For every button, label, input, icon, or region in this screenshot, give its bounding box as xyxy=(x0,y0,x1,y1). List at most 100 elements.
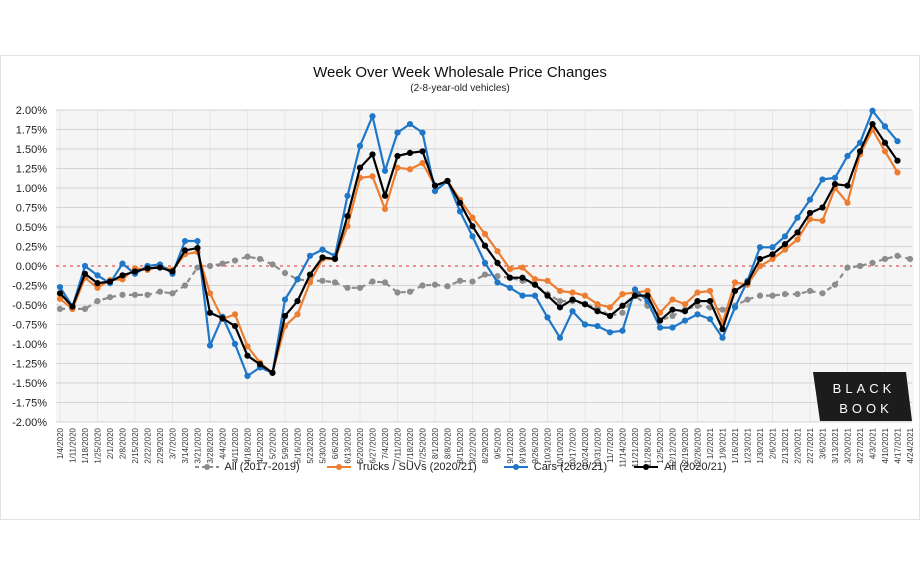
data-point xyxy=(394,152,401,160)
data-point xyxy=(606,304,614,311)
legend-label: All (2020/21) xyxy=(664,461,727,473)
data-point xyxy=(356,284,364,291)
data-point xyxy=(81,270,89,277)
data-point xyxy=(844,264,851,271)
data-point xyxy=(444,283,451,290)
x-axis-ticks: 1/4/2020 1/11/2020 1/18/2020 1/25/2020 2/1/2… xyxy=(56,427,915,468)
x-tick-label: 10/10/2020 xyxy=(556,427,565,468)
data-point xyxy=(506,266,514,273)
data-point xyxy=(169,290,176,297)
data-point xyxy=(294,298,301,305)
x-tick-label: 6/20/2020 xyxy=(356,427,365,463)
data-point xyxy=(781,241,789,248)
data-point xyxy=(844,199,851,206)
data-point xyxy=(544,277,551,284)
data-point xyxy=(319,277,326,284)
y-tick-label: 0.00% xyxy=(16,261,47,273)
data-point xyxy=(606,312,614,320)
data-point xyxy=(269,369,276,376)
data-point xyxy=(206,309,214,316)
data-point xyxy=(344,284,351,291)
x-tick-label: 1/18/2020 xyxy=(81,427,90,463)
y-tick-label: 1.50% xyxy=(16,144,47,156)
data-point xyxy=(844,182,851,189)
data-point xyxy=(369,151,376,158)
data-point xyxy=(581,321,589,328)
data-point xyxy=(481,271,489,278)
data-point xyxy=(669,306,676,313)
data-point xyxy=(331,279,339,286)
x-tick-label: 6/6/2020 xyxy=(331,427,340,459)
data-point xyxy=(56,283,64,291)
y-tick-label: 1.75% xyxy=(16,125,47,137)
y-tick-label: 0.25% xyxy=(16,242,47,254)
data-point xyxy=(544,314,551,321)
data-point xyxy=(656,324,664,331)
data-point xyxy=(394,129,401,136)
data-point xyxy=(794,236,801,243)
x-tick-label: 11/7/2020 xyxy=(606,427,615,463)
data-point xyxy=(806,209,814,217)
x-tick-label: 1/11/2020 xyxy=(69,427,78,463)
x-tick-label: 9/12/2020 xyxy=(506,427,515,463)
data-point xyxy=(231,257,239,264)
x-tick-label: 10/31/2020 xyxy=(594,427,603,468)
data-point xyxy=(456,208,464,215)
data-point xyxy=(731,304,739,311)
data-point xyxy=(119,260,126,267)
x-tick-label: 11/28/2020 xyxy=(644,427,653,467)
data-point xyxy=(194,237,201,245)
x-tick-label: 5/30/2020 xyxy=(319,427,328,463)
data-point xyxy=(581,292,589,299)
data-point xyxy=(256,255,264,263)
y-tick-label: -0.25% xyxy=(12,281,47,293)
data-point xyxy=(744,296,751,303)
x-tick-label: 11/21/2020 xyxy=(631,427,640,467)
data-point xyxy=(269,261,276,268)
data-point xyxy=(231,311,239,318)
data-point xyxy=(569,296,576,303)
x-tick-label: 9/5/2020 xyxy=(494,427,503,459)
data-point xyxy=(569,308,576,315)
legend-swatch xyxy=(634,464,659,470)
data-point xyxy=(119,272,126,279)
x-tick-label: 12/19/2020 xyxy=(681,427,690,468)
x-tick-label: 4/18/2020 xyxy=(244,427,253,463)
x-tick-label: 4/24/2021 xyxy=(906,427,915,463)
data-point xyxy=(581,301,589,308)
data-point xyxy=(469,223,476,230)
x-tick-label: 3/14/2020 xyxy=(181,427,190,463)
data-point xyxy=(719,326,726,333)
data-point xyxy=(594,308,601,315)
data-point xyxy=(756,244,764,251)
data-point xyxy=(681,308,689,315)
data-point xyxy=(81,305,89,312)
data-point xyxy=(231,340,239,348)
y-tick-label: 0.50% xyxy=(16,222,47,234)
data-point xyxy=(244,372,251,380)
data-point xyxy=(856,262,864,270)
data-point xyxy=(431,188,439,195)
x-tick-label: 1/9/2021 xyxy=(719,427,728,459)
data-point xyxy=(669,312,676,320)
legend-item: All (2017-2019) xyxy=(194,460,300,474)
data-point xyxy=(319,254,326,261)
data-point xyxy=(444,177,451,185)
legend-label: Trucks / SUVs (2020/21) xyxy=(356,461,477,473)
data-point xyxy=(181,282,189,289)
data-point xyxy=(381,192,389,199)
logo-line1: BLACK xyxy=(833,381,896,396)
x-tick-label: 7/11/2020 xyxy=(394,427,403,463)
data-point xyxy=(481,242,489,249)
data-point xyxy=(356,142,364,149)
data-point xyxy=(594,322,601,330)
data-point xyxy=(456,199,464,206)
data-point xyxy=(619,327,626,334)
data-point xyxy=(881,123,889,130)
data-point xyxy=(494,273,501,280)
data-point xyxy=(719,334,726,341)
data-point xyxy=(806,287,814,295)
black-book-logo: BLACK BOOK xyxy=(813,372,912,421)
x-tick-label: 5/9/2020 xyxy=(281,427,290,459)
data-point xyxy=(144,291,151,298)
